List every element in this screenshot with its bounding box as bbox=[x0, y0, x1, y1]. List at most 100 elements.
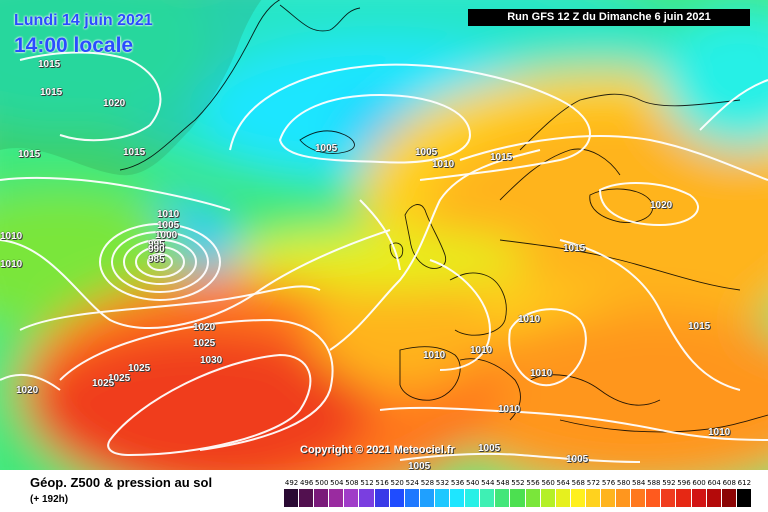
legend-tick-label: 588 bbox=[647, 479, 661, 487]
legend-swatch bbox=[465, 489, 481, 507]
isobar-label: 1010 bbox=[470, 345, 493, 356]
forecast-local-time: 14:00 locale bbox=[14, 34, 134, 57]
isobar-label: 1015 bbox=[18, 149, 41, 160]
legend-swatch bbox=[299, 489, 315, 507]
legend-swatch bbox=[344, 489, 360, 507]
legend-tick-label: 520 bbox=[390, 479, 404, 487]
legend-tick-label: 500 bbox=[315, 479, 329, 487]
isobar-label: 1015 bbox=[490, 152, 513, 163]
isobar-label: 1015 bbox=[40, 87, 63, 98]
legend-tick-label: 512 bbox=[360, 479, 374, 487]
legend-swatch bbox=[510, 489, 526, 507]
legend-swatch bbox=[661, 489, 677, 507]
legend-swatch bbox=[314, 489, 330, 507]
legend-tick-label: 596 bbox=[677, 479, 691, 487]
legend-swatch bbox=[736, 489, 752, 507]
isobar-label: 1025 bbox=[193, 338, 216, 349]
legend-tick-label: 532 bbox=[435, 479, 450, 487]
isobar-label: 1005 bbox=[408, 461, 431, 470]
legend-ticks: 492 496 500 504 508 512 516 520 524 528 532 536 540 5… bbox=[284, 479, 752, 487]
legend-swatch bbox=[374, 489, 390, 507]
isobar-label: 1015 bbox=[123, 147, 146, 158]
isobar-label: 1010 bbox=[530, 368, 553, 379]
legend-tick-label: 516 bbox=[375, 479, 389, 487]
legend-tick-label: 568 bbox=[571, 479, 586, 487]
legend-swatch bbox=[631, 489, 647, 507]
isobar-label: 1010 bbox=[432, 159, 455, 170]
copyright-notice: Copyright © 2021 Meteociel.fr bbox=[300, 444, 455, 456]
legend-tick-label: 552 bbox=[511, 479, 525, 487]
isobar-label: 1010 bbox=[708, 427, 731, 438]
forecast-date: Lundi 14 juin 2021 bbox=[14, 12, 153, 29]
isobar-label: 1005 bbox=[157, 220, 180, 231]
isobar-label: 1015 bbox=[688, 321, 711, 332]
legend-tick-label: 492 bbox=[284, 479, 299, 487]
coastlines bbox=[119, 0, 768, 433]
legend-tick-label: 528 bbox=[420, 479, 435, 487]
legend-tick-label: 540 bbox=[465, 479, 480, 487]
legend-tick-label: 548 bbox=[496, 479, 510, 487]
legend-tick-label: 560 bbox=[541, 479, 555, 487]
legend-swatch bbox=[676, 489, 692, 507]
legend-tick-label: 572 bbox=[586, 479, 601, 487]
isobar-label: 1005 bbox=[478, 443, 501, 454]
legend-tick-label: 604 bbox=[707, 479, 721, 487]
isobar-label: 1020 bbox=[103, 98, 126, 109]
legend-swatch bbox=[616, 489, 632, 507]
map-title: Géop. Z500 & pression au sol bbox=[30, 475, 213, 490]
legend-swatch bbox=[646, 489, 662, 507]
legend-tick-label: 608 bbox=[722, 479, 736, 487]
isobar-label: 1015 bbox=[563, 243, 586, 254]
legend-swatch bbox=[555, 489, 571, 507]
isobar-label: 1025 bbox=[92, 378, 115, 389]
isobar-label: 990 bbox=[148, 244, 165, 255]
color-scale-legend: 492 496 500 504 508 512 516 520 524 528 532 536 540 5… bbox=[284, 479, 752, 507]
legend-swatch bbox=[585, 489, 601, 507]
legend-swatch bbox=[495, 489, 511, 507]
isobar-label: 1025 bbox=[108, 373, 131, 384]
legend-swatch bbox=[419, 489, 435, 507]
isobar-label: 1010 bbox=[518, 314, 541, 325]
isobar-label: 1025 bbox=[128, 363, 151, 374]
legend-tick-label: 564 bbox=[556, 479, 570, 487]
legend-tick-label: 584 bbox=[632, 479, 646, 487]
legend-swatch bbox=[450, 489, 466, 507]
isobar-label: 1030 bbox=[200, 355, 223, 366]
isobar-label: 995 bbox=[148, 239, 165, 250]
isobar-label: 1005 bbox=[415, 147, 438, 158]
model-run-label: Run GFS 12 Z du Dimanche 6 juin 2021 bbox=[468, 9, 750, 26]
legend-tick-label: 536 bbox=[450, 479, 465, 487]
isobar-label: 1005 bbox=[566, 454, 589, 465]
isobar-label: 1010 bbox=[423, 350, 446, 361]
legend-swatch bbox=[329, 489, 345, 507]
footer-bar: Géop. Z500 & pression au sol (+ 192h) 49… bbox=[0, 470, 768, 512]
isobar-label: 1020 bbox=[193, 322, 216, 333]
isobar-label: 1020 bbox=[16, 385, 39, 396]
isobar-label: 1015 bbox=[38, 59, 61, 70]
legend-tick-label: 612 bbox=[737, 479, 752, 487]
legend-swatch bbox=[691, 489, 707, 507]
geopotential-field bbox=[0, 0, 768, 470]
legend-swatch bbox=[404, 489, 420, 507]
legend-swatch bbox=[540, 489, 556, 507]
isobar-label: 985 bbox=[148, 254, 165, 265]
forecast-lead-time: (+ 192h) bbox=[30, 494, 69, 505]
legend-tick-label: 524 bbox=[405, 479, 419, 487]
legend-tick-label: 508 bbox=[345, 479, 359, 487]
weather-map: Lundi 14 juin 2021 14:00 locale Run GFS … bbox=[0, 0, 768, 470]
legend-swatch bbox=[525, 489, 541, 507]
legend-tick-label: 592 bbox=[662, 479, 676, 487]
isobar-label: 1010 bbox=[0, 231, 23, 242]
isobar-label: 1010 bbox=[157, 209, 180, 220]
legend-swatch bbox=[284, 489, 300, 507]
legend-swatch bbox=[600, 489, 617, 507]
isobar-label: 1005 bbox=[315, 143, 338, 154]
legend-tick-label: 496 bbox=[299, 479, 314, 487]
legend-tick-label: 580 bbox=[616, 479, 631, 487]
legend-tick-label: 556 bbox=[526, 479, 540, 487]
legend-tick-label: 576 bbox=[601, 479, 616, 487]
legend-swatch bbox=[480, 489, 496, 507]
legend-swatch bbox=[389, 489, 405, 507]
isobar-label: 1010 bbox=[498, 404, 521, 415]
isobar-label: 1010 bbox=[0, 259, 23, 270]
